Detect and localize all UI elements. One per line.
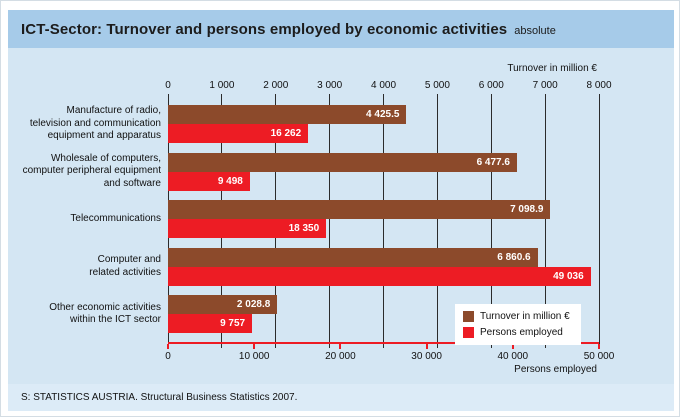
persons-value-label: 9 498 bbox=[217, 175, 243, 187]
legend-swatch-icon bbox=[463, 310, 474, 322]
turnover-value-label: 6 477.6 bbox=[476, 156, 510, 168]
legend-swatch-icon bbox=[463, 326, 474, 338]
gridline bbox=[329, 94, 331, 348]
persons-bar: 49 036 bbox=[168, 266, 591, 286]
bottom-axis-title: Persons employed bbox=[514, 364, 597, 375]
page-title: ICT-Sector: Turnover and persons employe… bbox=[21, 20, 508, 38]
top-axis-tick-label: 8 000 bbox=[586, 80, 612, 91]
category-label-line: Wholesale of computers, bbox=[50, 152, 161, 164]
category-label-line: television and communication bbox=[29, 117, 161, 129]
bottom-axis-tick bbox=[339, 344, 342, 349]
bottom-axis-tick-label: 40 000 bbox=[497, 351, 529, 362]
category-label-line: Manufacture of radio, bbox=[66, 105, 162, 117]
gridline bbox=[436, 94, 438, 348]
legend: Turnover in million € Persons employed bbox=[455, 304, 581, 345]
bottom-axis-tick bbox=[598, 344, 600, 349]
turnover-value-label: 7 098.9 bbox=[510, 204, 544, 215]
top-axis-tick-label: 6 000 bbox=[478, 80, 504, 91]
bottom-axis-tick-label: 50 000 bbox=[583, 351, 615, 362]
persons-value-label: 9 757 bbox=[220, 318, 246, 329]
top-axis-tick-label: 5 000 bbox=[424, 80, 450, 91]
bottom-axis-line bbox=[168, 342, 599, 344]
persons-value-label: 49 036 bbox=[553, 270, 584, 282]
top-axis-tick-label: 2 000 bbox=[263, 80, 289, 91]
persons-bar: 9 498 bbox=[168, 171, 250, 191]
category-label: Manufacture of radio, television and comm… bbox=[1, 105, 161, 143]
persons-value-label: 16 262 bbox=[270, 128, 302, 139]
bottom-axis-tick bbox=[425, 344, 428, 349]
gridline bbox=[544, 94, 546, 348]
legend-item: Persons employed bbox=[463, 325, 573, 339]
category-label-line: Telecommunications bbox=[70, 212, 161, 224]
top-axis-tick-label: 0 bbox=[165, 80, 171, 91]
category-label-line: within the ICT sector bbox=[70, 314, 161, 325]
top-axis-title: Turnover in million € bbox=[507, 63, 597, 74]
persons-bar: 18 350 bbox=[168, 219, 327, 238]
title-qualifier: absolute bbox=[514, 25, 556, 37]
category-label-line: equipment and apparatus bbox=[47, 130, 161, 142]
footer-bar: S: STATISTICS AUSTRIA. Structural Busine… bbox=[8, 384, 674, 411]
persons-bar: 9 757 bbox=[168, 314, 253, 333]
category-label-line: Other economic activities bbox=[49, 301, 161, 313]
top-axis-tick-label: 4 000 bbox=[370, 80, 397, 91]
legend-item: Turnover in million € bbox=[463, 309, 573, 323]
source-note: S: STATISTICS AUSTRIA. Structural Busine… bbox=[21, 392, 298, 403]
top-axis-tick-label: 3 000 bbox=[317, 80, 343, 91]
turnover-value-label: 2 028.8 bbox=[236, 299, 271, 310]
legend-label: Persons employed bbox=[480, 326, 563, 338]
turnover-value-label: 6 860.6 bbox=[497, 251, 531, 263]
category-label-line: related activities bbox=[89, 266, 161, 278]
legend-label: Turnover in million € bbox=[480, 310, 570, 322]
top-axis-tick-label: 7 000 bbox=[532, 80, 558, 91]
category-label: Wholesale of computers, computer peripher… bbox=[1, 153, 161, 191]
bottom-axis-tick bbox=[511, 344, 514, 349]
category-label: Other economic activities within the ICT … bbox=[1, 302, 161, 327]
gridline bbox=[598, 94, 600, 348]
title-bar: ICT-Sector: Turnover and persons employe… bbox=[8, 10, 674, 48]
turnover-value-label: 4 425.5 bbox=[366, 109, 400, 120]
persons-bar: 16 262 bbox=[168, 124, 309, 143]
gridline bbox=[383, 94, 384, 348]
turnover-bar: 4 425.5 bbox=[168, 105, 407, 124]
bottom-axis-tick-label: 20 000 bbox=[325, 351, 356, 362]
bottom-axis-tick-label: 30 000 bbox=[411, 351, 442, 362]
category-label-line: and software bbox=[103, 177, 161, 189]
turnover-bar: 2 028.8 bbox=[168, 295, 278, 314]
top-axis-tick-label: 1 000 bbox=[209, 80, 235, 91]
bottom-axis-tick bbox=[167, 344, 169, 349]
category-label: Telecommunications bbox=[1, 213, 161, 226]
category-label-line: computer peripheral equipment bbox=[22, 165, 161, 177]
gridline bbox=[490, 94, 492, 348]
turnover-bar: 7 098.9 bbox=[168, 200, 551, 219]
bottom-axis-tick-label: 0 bbox=[165, 351, 171, 362]
turnover-bar: 6 477.6 bbox=[168, 152, 517, 172]
persons-value-label: 18 350 bbox=[288, 223, 320, 234]
bottom-axis-tick bbox=[253, 344, 256, 349]
bottom-axis-tick-label: 10 000 bbox=[238, 351, 270, 362]
category-label-line: Computer and bbox=[97, 254, 161, 265]
turnover-bar: 6 860.6 bbox=[168, 247, 538, 267]
category-label: Computer and related activities bbox=[1, 254, 161, 279]
